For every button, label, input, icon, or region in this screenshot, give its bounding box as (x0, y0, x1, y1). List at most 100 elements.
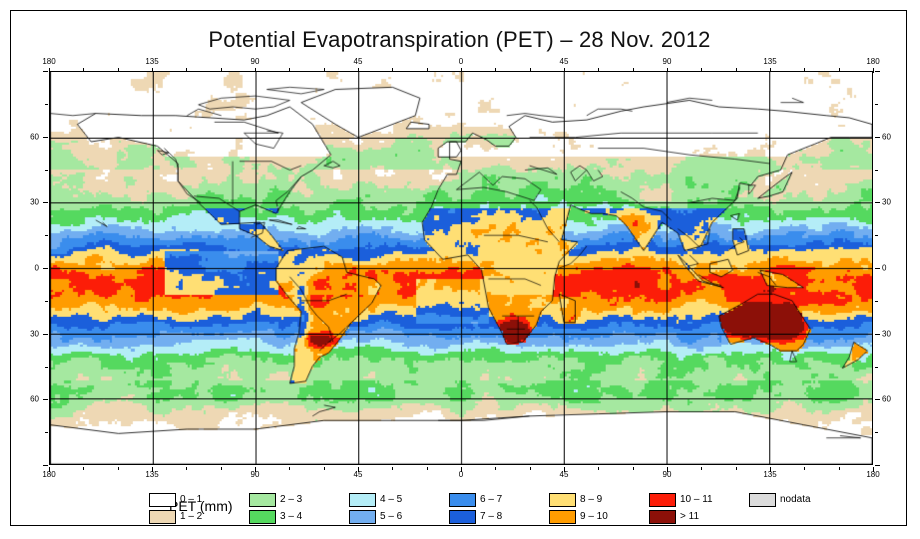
lon-tick-mark (632, 68, 634, 71)
lon-tick-mark (495, 68, 497, 71)
lon-tick-mark (804, 467, 806, 470)
lon-tick-label: 135 (145, 470, 159, 479)
lon-tick-mark (358, 68, 359, 73)
legend-entry: 7 – 8 (449, 509, 502, 524)
lon-tick-mark (426, 467, 428, 470)
lat-tick-mark (43, 136, 48, 138)
legend-swatch (149, 492, 176, 507)
lon-tick-mark (632, 467, 634, 470)
legend-entry: 3 – 4 (249, 509, 302, 524)
lon-tick-mark (873, 68, 874, 73)
legend-column: 8 – 9 9 – 10 (549, 492, 608, 526)
lon-tick-mark (564, 68, 565, 73)
legend-label: 10 – 11 (680, 494, 713, 505)
legend-swatch (349, 509, 376, 524)
legend-column: 0 – 1 1 – 2 (149, 492, 202, 526)
lon-tick-mark (289, 68, 291, 71)
legend-column: 2 – 3 3 – 4 (249, 492, 302, 526)
lon-tick-mark (323, 68, 325, 71)
lat-tick-mark (875, 333, 880, 335)
lon-tick-mark (83, 467, 85, 470)
lon-tick-label: 135 (763, 470, 777, 479)
legend-column: nodata (749, 492, 811, 509)
legend-entry: 0 – 1 (149, 492, 202, 507)
legend-label: 4 – 5 (380, 494, 403, 505)
lon-tick-mark (186, 68, 188, 71)
lon-tick-mark (701, 467, 703, 470)
legend-title: PET (mm) (169, 498, 233, 514)
lon-tick-mark (838, 68, 840, 71)
lon-tick-mark (598, 68, 600, 71)
lat-axis-right: 60 30 0 30 60 (875, 71, 898, 466)
lon-tick-mark (289, 467, 291, 470)
lat-tick-label: 30 (30, 197, 39, 207)
legend-swatch (549, 509, 576, 524)
lon-tick-label: 180 (42, 470, 56, 479)
pet-raster-canvas (50, 72, 872, 464)
lon-tick-label: 90 (250, 57, 260, 66)
lon-tick-mark (495, 467, 497, 470)
page-title: Potential Evapotranspiration (PET) – 28 … (208, 27, 711, 52)
lat-tick-mark (875, 268, 880, 269)
lat-tick-label: 60 (30, 132, 39, 142)
lon-tick-label: 0 (458, 470, 464, 479)
lat-tick-label: 60 (882, 394, 891, 404)
lon-tick-mark (117, 467, 119, 470)
world-pet-map (49, 71, 873, 465)
lon-tick-mark (598, 467, 600, 470)
legend-swatch (249, 492, 276, 507)
lat-tick-label: 0 (34, 263, 39, 273)
legend-entry: 2 – 3 (249, 492, 302, 507)
legend-label: 3 – 4 (280, 511, 303, 522)
legend-label: 8 – 9 (580, 494, 603, 505)
lat-tick-mark (875, 103, 878, 105)
lat-tick-label: 0 (882, 263, 887, 273)
lon-tick-label: 45 (353, 470, 363, 479)
lon-tick-mark (873, 467, 874, 472)
legend-label: 2 – 3 (280, 494, 303, 505)
lat-tick-mark (43, 465, 48, 466)
lon-tick-mark (49, 467, 50, 472)
lat-tick-mark (875, 432, 878, 434)
legend-label: 0 – 1 (180, 494, 203, 505)
lon-tick-mark (255, 467, 256, 472)
map-plot-area: 180 135 90 45 0 45 90 135 180 180 135 90 45 0 45 90 135… (30, 57, 891, 479)
lon-tick-mark (735, 467, 737, 470)
lat-tick-mark (875, 465, 880, 466)
lat-tick-mark (45, 300, 48, 302)
lon-tick-mark (255, 68, 256, 73)
legend-swatch (449, 492, 476, 507)
lon-axis-bottom: 180 135 90 45 0 45 90 135 180 (42, 467, 880, 481)
lat-tick-mark (45, 103, 48, 105)
lon-tick-label: 0 (458, 57, 464, 66)
lon-tick-mark (770, 68, 771, 73)
lat-tick-mark (45, 366, 48, 368)
lon-tick-label: 45 (353, 57, 363, 66)
lon-tick-mark (701, 68, 703, 71)
lat-axis-left: 60 30 0 30 60 (25, 71, 48, 466)
legend-entry: nodata (749, 492, 811, 507)
lat-tick-mark (43, 71, 48, 72)
lon-tick-mark (152, 467, 153, 472)
legend-swatch (149, 509, 176, 524)
lat-tick-mark (43, 202, 48, 204)
lat-tick-mark (43, 333, 48, 335)
lon-tick-mark (735, 68, 737, 71)
legend-column: 4 – 5 5 – 6 (349, 492, 402, 526)
lon-tick-mark (117, 68, 119, 71)
lon-tick-mark (220, 68, 222, 71)
lon-tick-mark (461, 68, 462, 73)
lon-tick-mark (667, 467, 668, 472)
lon-tick-label: 135 (145, 57, 159, 66)
lon-tick-mark (426, 68, 428, 71)
legend-swatch (649, 509, 676, 524)
legend: PET (mm) 0 – 1 1 – 2 2 – 3 3 – 4 4 – 5 5 – 6 6… (49, 492, 873, 526)
lon-tick-mark (529, 68, 531, 71)
legend-label: 6 – 7 (480, 494, 503, 505)
lat-tick-mark (45, 169, 48, 171)
lon-tick-mark (49, 68, 50, 73)
legend-entry: 10 – 11 (649, 492, 713, 507)
legend-label: 1 – 2 (180, 511, 203, 522)
lon-tick-label: 45 (559, 470, 569, 479)
legend-entry: 4 – 5 (349, 492, 402, 507)
